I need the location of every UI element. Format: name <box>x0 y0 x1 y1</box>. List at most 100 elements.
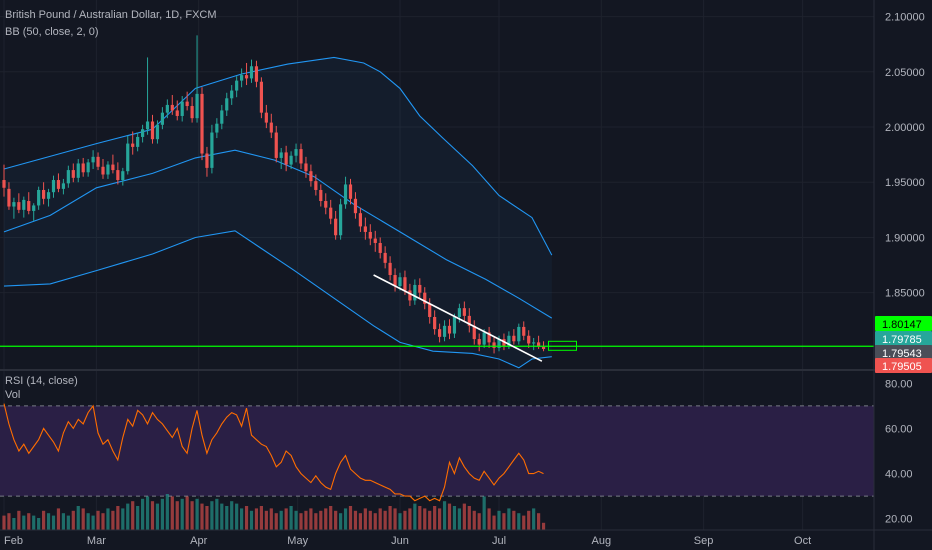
volume-bar <box>111 510 115 530</box>
volume-bar <box>254 508 259 530</box>
price-axis[interactable]: 2.10000 2.05000 2.00000 1.95000 1.90000 1.850… <box>873 0 932 550</box>
volume-bar <box>155 503 160 530</box>
volume-bar <box>66 515 70 530</box>
volume-bar <box>447 503 452 530</box>
candle-body <box>447 325 452 334</box>
candle-body <box>71 170 75 178</box>
candle-body <box>348 184 353 199</box>
volume-bar <box>348 506 353 530</box>
time-tick-label: Apr <box>190 535 207 547</box>
candle-body <box>442 325 447 337</box>
volume-bar <box>378 508 382 530</box>
volume-bar <box>299 513 303 530</box>
price-label-text: 1.79505 <box>882 361 922 373</box>
volume-bar <box>329 506 333 530</box>
volume-bar <box>373 513 377 530</box>
volume-bar <box>314 513 318 530</box>
candle-body <box>309 171 313 182</box>
time-tick-label: Aug <box>592 535 612 547</box>
candle-body <box>378 242 382 253</box>
volume-bar <box>423 508 427 530</box>
volume-bar <box>27 513 31 530</box>
candle-body <box>101 166 105 175</box>
candle-body <box>279 152 283 158</box>
candle-body <box>76 163 80 178</box>
candle-body <box>334 218 338 236</box>
volume-bar <box>388 506 392 530</box>
candle-body <box>274 132 278 158</box>
candle-body <box>190 106 194 119</box>
candle-body <box>96 156 100 167</box>
candle-body <box>477 339 481 345</box>
volume-bar <box>472 510 476 530</box>
chart-title[interactable]: British Pound / Australian Dollar, 1D, F… <box>5 9 217 21</box>
candle-body <box>160 112 164 125</box>
candle-body <box>368 231 372 239</box>
volume-bar <box>284 508 288 530</box>
candle-body <box>61 183 65 189</box>
candle-body <box>289 155 293 165</box>
volume-bar <box>467 506 471 530</box>
candle-body <box>482 332 486 345</box>
candle-body <box>81 163 85 173</box>
volume-indicator-label[interactable]: Vol <box>5 389 21 401</box>
candle-body <box>27 201 31 211</box>
volume-bar <box>358 513 362 530</box>
candle-body <box>141 129 145 137</box>
volume-bar <box>126 503 130 530</box>
volume-bar <box>76 506 80 530</box>
candle-body <box>492 342 496 348</box>
price-label-text: 1.79785 <box>882 334 922 346</box>
candle-body <box>155 124 160 140</box>
candle-body <box>240 75 244 81</box>
volume-bar <box>170 496 174 530</box>
candle-body <box>131 143 135 147</box>
volume-bar <box>235 503 239 530</box>
bb-indicator-label[interactable]: BB (50, close, 2, 0) <box>5 26 99 38</box>
candle-body <box>512 335 516 342</box>
candle-body <box>388 262 392 276</box>
candle-body <box>37 189 41 206</box>
candle-body <box>116 170 120 181</box>
rsi-tick-label: 40.00 <box>885 469 913 481</box>
volume-bar <box>477 513 481 530</box>
time-tick-label: Feb <box>4 535 23 547</box>
volume-bar <box>537 513 541 530</box>
volume-bar <box>249 510 254 530</box>
candle-body <box>111 164 115 171</box>
volume-group <box>2 494 546 530</box>
volume-bar <box>61 513 65 530</box>
price-label-text: 1.79543 <box>882 348 922 360</box>
volume-bar <box>37 518 41 530</box>
volume-bar <box>353 510 358 530</box>
time-tick-label: Jul <box>492 535 506 547</box>
volume-bar <box>438 508 442 530</box>
candle-body <box>230 90 234 99</box>
time-tick-label: Jun <box>391 535 409 547</box>
candle-body <box>200 93 204 154</box>
candle-body <box>264 112 268 123</box>
volume-bar <box>433 506 437 530</box>
volume-bar <box>497 510 501 530</box>
time-tick-label: May <box>287 535 308 547</box>
candle-body <box>185 101 189 107</box>
rsi-group <box>3 403 544 502</box>
rsi-indicator-label[interactable]: RSI (14, close) <box>5 375 78 387</box>
volume-bar <box>403 510 407 530</box>
volume-bar <box>81 508 85 530</box>
volume-bar <box>368 510 372 530</box>
time-axis[interactable]: Feb Mar Apr May Jun Jul Aug Sep Oct <box>0 529 932 547</box>
candle-body <box>462 308 466 316</box>
volume-bar <box>517 513 521 530</box>
candle-body <box>517 326 521 342</box>
volume-bar <box>319 510 323 530</box>
volume-bar <box>339 513 343 530</box>
candle-body <box>165 104 169 113</box>
price-label-badge <box>875 331 932 346</box>
rsi-axis[interactable]: 80.00 60.00 40.00 20.00 <box>885 378 913 525</box>
volume-bar <box>269 508 273 530</box>
volume-bar <box>457 508 461 530</box>
volume-bar <box>304 510 308 530</box>
candle-body <box>487 332 491 343</box>
